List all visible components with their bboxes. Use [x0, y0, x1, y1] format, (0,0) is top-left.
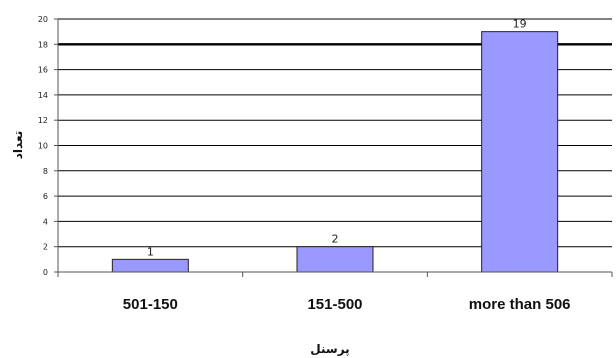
- bar: [296, 246, 374, 273]
- y-tick-label: 2: [43, 243, 48, 252]
- x-category-label: 151-500: [307, 296, 362, 313]
- y-tick-label: 16: [38, 66, 48, 75]
- x-axis-categories: 501-150 151-500 more than 506: [123, 296, 571, 313]
- y-tick-label: 14: [38, 91, 48, 100]
- y-tick-label: 10: [38, 142, 48, 151]
- x-axis-label: پرسنل: [310, 342, 349, 356]
- bar: [111, 258, 189, 273]
- data-label: 1: [147, 245, 154, 258]
- y-tick-label: 12: [38, 116, 48, 125]
- bars: [111, 31, 559, 273]
- y-tick-label: 8: [43, 167, 48, 176]
- y-axis-label: تعداد: [11, 131, 25, 159]
- bar: [481, 31, 559, 273]
- y-tick-label: 6: [43, 192, 48, 201]
- y-tick-label: 18: [38, 40, 48, 49]
- x-axis: [57, 271, 613, 277]
- x-category-label: 501-150: [123, 296, 178, 313]
- data-label: 2: [332, 233, 339, 246]
- x-category-label: more than 506: [469, 296, 571, 313]
- y-tick-label: 0: [43, 268, 48, 277]
- data-label: 19: [513, 18, 527, 31]
- y-tick-label: 4: [43, 217, 48, 226]
- data-labels: 1 2 19: [147, 18, 527, 259]
- y-axis-ticks: 0 2 4 6 8 10 12 14 16 18 20: [38, 15, 59, 277]
- y-tick-label: 20: [38, 15, 48, 24]
